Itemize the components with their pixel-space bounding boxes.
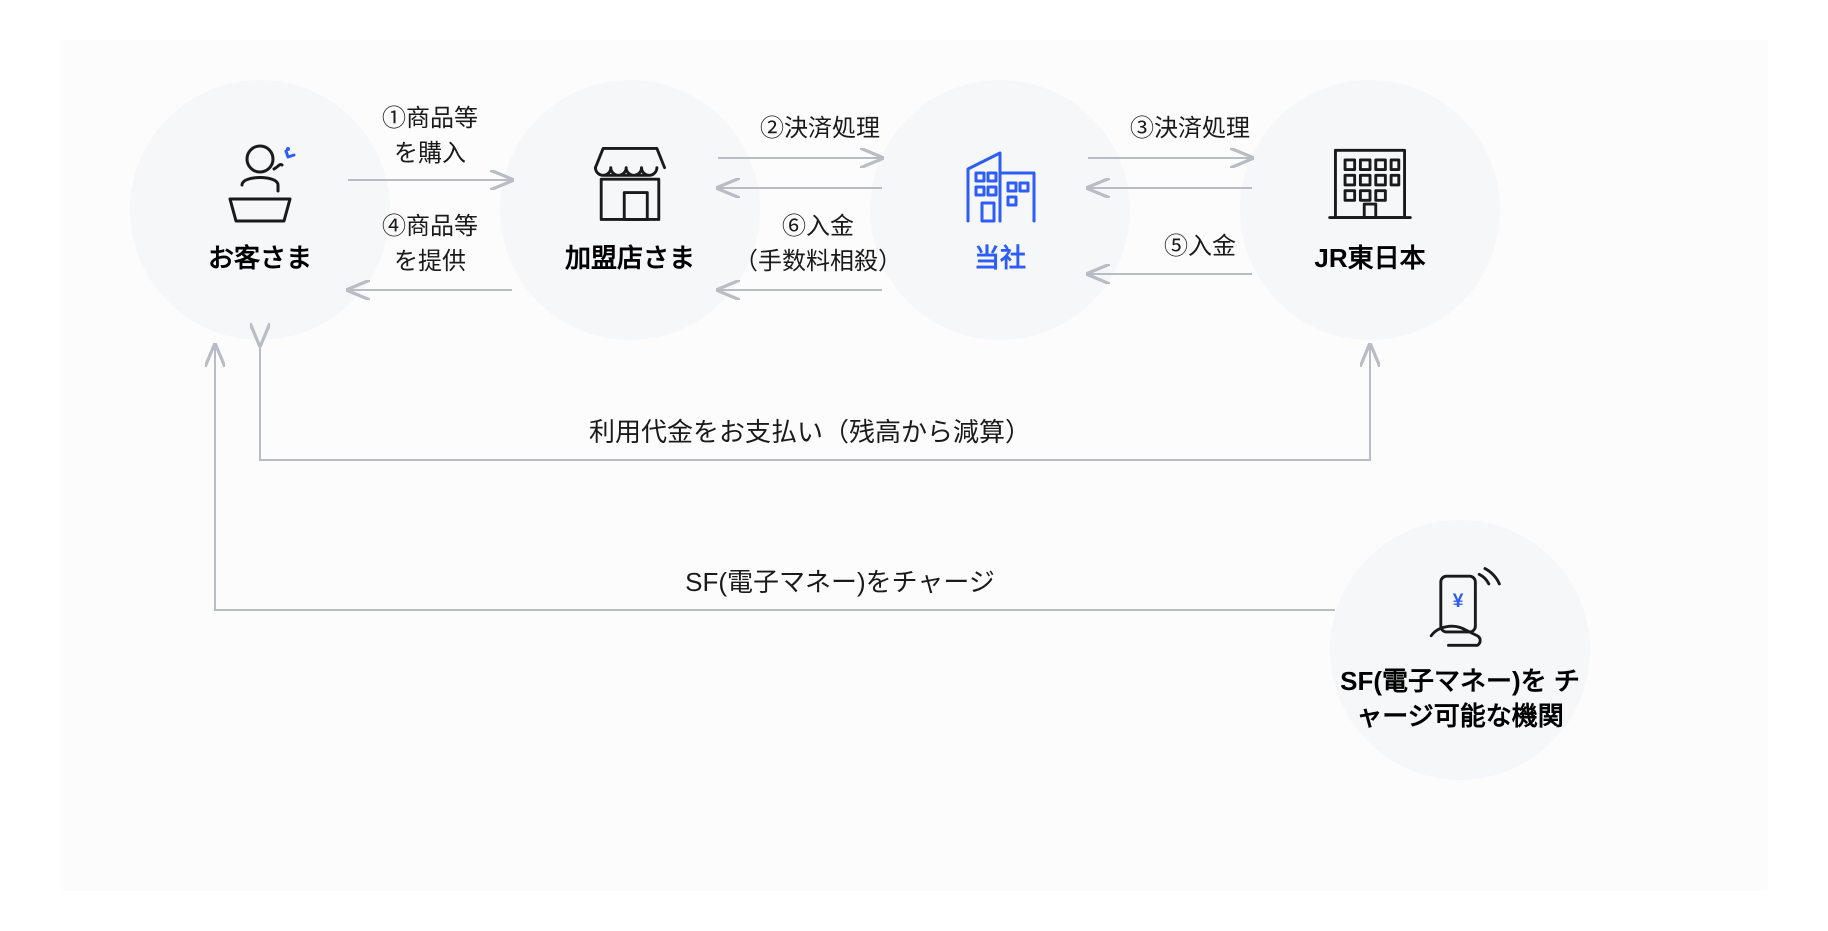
edge-label-1: ①商品等 を購入 xyxy=(350,102,510,172)
node-label-jr: JR東日本 xyxy=(1314,241,1425,276)
node-label-sf: SF(電子マネー)を チャージ可能な機関 xyxy=(1330,664,1590,734)
flow-label-charge: SF(電子マネー)をチャージ xyxy=(660,562,1020,599)
node-label-merchant: 加盟店さま xyxy=(565,241,695,276)
sf-icon: ¥ xyxy=(1412,566,1508,646)
node-label-company: 当社 xyxy=(974,241,1026,276)
edge-label-6: ⑥入金 （手数料相殺） xyxy=(708,210,928,280)
svg-text:¥: ¥ xyxy=(1453,591,1464,612)
flow-label-pay: 利用代金をお支払い（残高から減算） xyxy=(550,412,1070,449)
edge-label-3: ③決済処理 xyxy=(1110,112,1270,147)
diagram-canvas: お客さま 加盟店さま xyxy=(60,40,1768,891)
edge-label-2: ②決済処理 xyxy=(740,112,900,147)
edge-label-5: ⑤入金 xyxy=(1140,230,1260,265)
customer-icon xyxy=(212,143,308,223)
node-jr: JR東日本 xyxy=(1240,80,1500,340)
merchant-icon xyxy=(582,143,678,223)
node-label-customer: お客さま xyxy=(208,241,312,276)
edge-label-4: ④商品等 を提供 xyxy=(350,210,510,280)
company-icon xyxy=(952,143,1048,223)
jr-icon xyxy=(1322,143,1418,223)
node-sf: ¥ SF(電子マネー)を チャージ可能な機関 xyxy=(1330,520,1590,780)
